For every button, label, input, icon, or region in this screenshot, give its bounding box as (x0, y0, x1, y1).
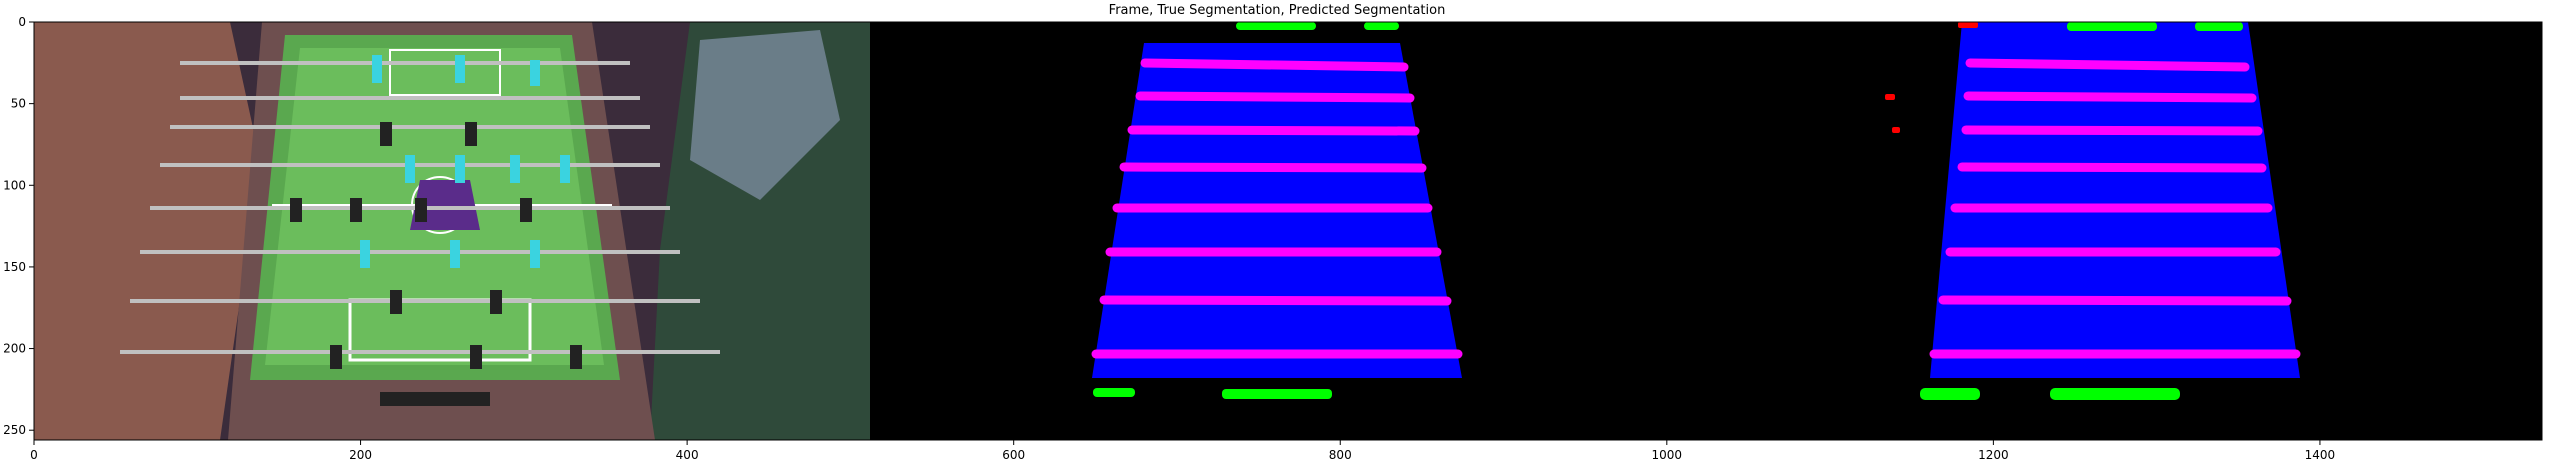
true-segmentation-panel (870, 22, 1706, 440)
y-tick-label: 100 (3, 178, 26, 192)
x-axis: 0 200 400 600 800 1000 1200 1400 (30, 440, 2335, 462)
x-tick-label: 0 (30, 448, 38, 462)
y-tick-label: 50 (11, 97, 26, 111)
x-tick-label: 1200 (1978, 448, 2009, 462)
frame-panel (34, 22, 870, 440)
figure-title: Frame, True Segmentation, Predicted Segm… (1108, 3, 1446, 18)
x-tick-label: 1400 (2305, 448, 2336, 462)
y-tick-label: 150 (3, 260, 26, 274)
y-axis: 0 50 100 150 200 250 (3, 15, 34, 437)
y-tick-label: 200 (3, 342, 26, 356)
x-tick-label: 600 (1002, 448, 1025, 462)
x-tick-label: 400 (676, 448, 699, 462)
y-tick-label: 250 (3, 423, 26, 437)
predicted-segmentation-panel (1706, 22, 2542, 440)
axes-frame (33, 21, 2543, 441)
x-tick-label: 200 (349, 448, 372, 462)
x-tick-label: 800 (1329, 448, 1352, 462)
x-tick-label: 1000 (1652, 448, 1683, 462)
y-tick-label: 0 (18, 15, 26, 29)
